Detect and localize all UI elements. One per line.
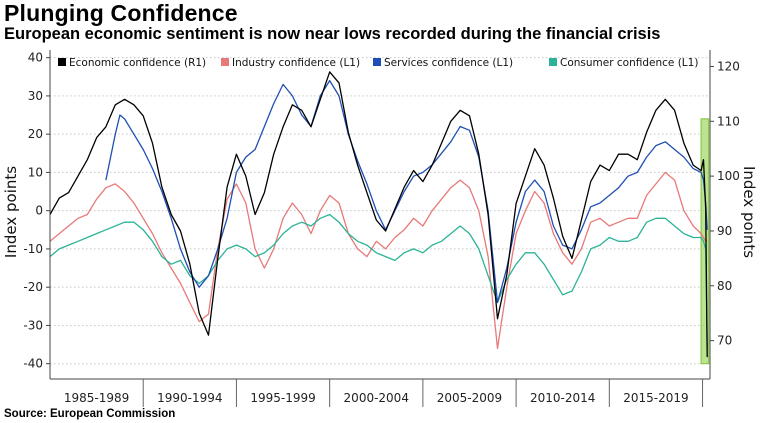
series-line-economic: [49, 71, 708, 358]
legend-swatch: [221, 58, 229, 66]
series-line-services: [105, 79, 708, 304]
y-tick-label-left: 40: [28, 51, 43, 65]
y-tick-label-left: 0: [35, 204, 43, 218]
right-y-ticks: 120 110 100 90 80 70: [710, 59, 740, 348]
source-note: Source: European Commission: [4, 408, 176, 420]
highlight-layer: [700, 118, 710, 365]
y-tick-label-left: 20: [28, 127, 43, 141]
x-tick-label: 1985-1989: [64, 391, 129, 405]
page-title: Plunging Confidence: [4, 0, 238, 26]
y-tick-label-left: 10: [28, 165, 43, 179]
y-tick-label-left: -30: [23, 318, 43, 332]
y-axis-title-right: Index points: [740, 166, 758, 258]
x-tick-label: 1995-1999: [250, 391, 315, 405]
y-tick-label-right: 70: [717, 334, 732, 348]
plot-area: [50, 50, 710, 379]
y-tick-label-left: 30: [28, 89, 43, 103]
x-tick-label: 2000-2004: [344, 391, 409, 405]
x-tick-label: 2010-2014: [530, 391, 595, 405]
y-axis-title-left: Index points: [2, 166, 20, 258]
highlight-box: [700, 118, 710, 365]
left-y-ticks: 40 30 20 10 0 -10 -20 -30 -40: [23, 51, 50, 371]
x-period-ticks: 1985-1989 1990-1994 1995-1999 2000-2004 2005…: [64, 379, 704, 407]
y-tick-label-left: -40: [23, 357, 43, 371]
legend-swatch: [373, 58, 381, 66]
legend-label: Industry confidence (L1): [232, 57, 360, 69]
y-tick-label-right: 120: [717, 59, 740, 73]
x-tick-label: 2015-2019: [623, 391, 688, 405]
series-line-consumer: [49, 213, 708, 349]
series-line-industry: [49, 171, 708, 350]
axes: [49, 50, 711, 380]
y-tick-label-right: 110: [717, 114, 740, 128]
legend-label: Economic confidence (R1): [69, 57, 206, 69]
page-subtitle: European economic sentiment is now near …: [4, 25, 661, 43]
legend-label: Consumer confidence (L1): [560, 57, 698, 69]
legend-swatch: [58, 58, 66, 66]
legend-swatch: [549, 58, 557, 66]
y-tick-label-left: -20: [23, 280, 43, 294]
legend: Economic confidence (R1) Industry confide…: [58, 57, 698, 69]
y-tick-label-right: 80: [717, 279, 732, 293]
x-tick-label: 2005-2009: [437, 391, 502, 405]
legend-label: Services confidence (L1): [384, 57, 513, 69]
y-tick-label-left: -10: [23, 242, 43, 256]
y-tick-label-right: 90: [717, 224, 732, 238]
x-tick-label: 1990-1994: [157, 391, 222, 405]
series-layer: [49, 71, 708, 358]
y-tick-label-right: 100: [717, 169, 740, 183]
